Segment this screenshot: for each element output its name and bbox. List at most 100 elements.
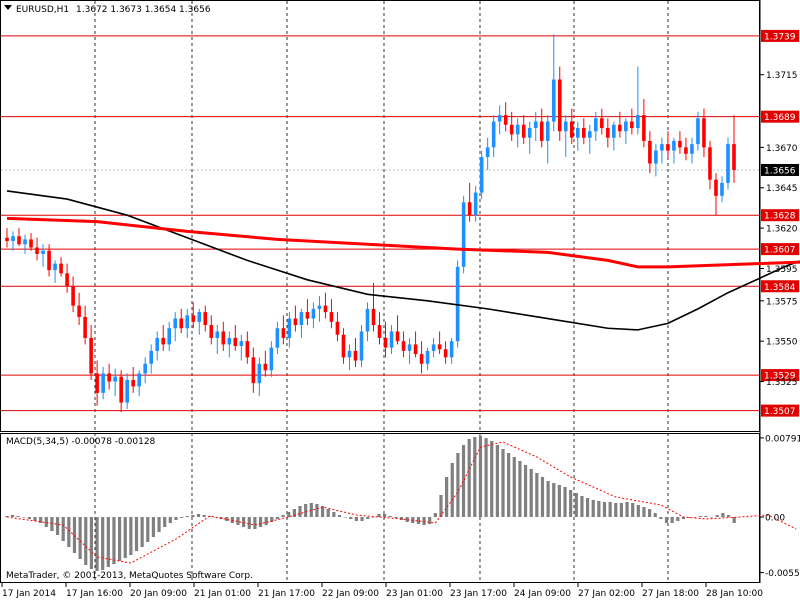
level-label-bg	[761, 110, 799, 123]
candle-body	[413, 344, 418, 355]
candle-body	[269, 347, 274, 371]
macd-bar	[112, 517, 116, 564]
macd-bar	[388, 516, 392, 517]
candle-body	[227, 337, 232, 345]
time-tick-label: 20 Jan 09:00	[130, 589, 187, 599]
candle-body	[630, 121, 634, 128]
vertical-grid	[1, 1, 760, 583]
macd-bar	[281, 515, 285, 517]
macd-bar	[614, 503, 618, 517]
macd-bar	[602, 502, 607, 517]
macd-bar	[349, 517, 353, 519]
macd-bar	[653, 513, 657, 517]
candle-body	[377, 325, 382, 338]
macd-signal-line	[6, 441, 797, 564]
candle-body	[23, 239, 27, 245]
candle-body	[35, 247, 39, 254]
macd-bar	[490, 441, 494, 517]
candle-body	[419, 354, 424, 364]
candle-body	[587, 131, 592, 138]
level-label-bg	[761, 243, 799, 256]
candle-body	[732, 144, 736, 170]
macd-bar	[428, 517, 432, 524]
macd-bar	[619, 503, 624, 517]
candle-body	[323, 305, 328, 313]
macd-bar	[180, 517, 184, 518]
candle-body	[335, 321, 340, 335]
macd-bar	[117, 517, 122, 561]
macd-bar	[44, 517, 48, 527]
candle-body	[485, 147, 490, 158]
candle-body	[173, 318, 178, 329]
macd-bar	[258, 517, 263, 527]
candle-body	[395, 331, 400, 342]
macd-bar	[394, 517, 398, 518]
macd-bar	[608, 502, 612, 517]
price-panel-frame	[0, 0, 760, 432]
candle-body	[29, 239, 33, 248]
candle-body	[515, 124, 520, 135]
macd-bar	[456, 453, 460, 517]
candle-body	[726, 144, 730, 183]
macd-bar	[123, 517, 127, 558]
macd-bar	[732, 517, 736, 523]
candle-body	[53, 263, 57, 271]
macd-tick-label: 0.00	[765, 514, 785, 524]
macd-tick-label: -0.00556	[765, 569, 800, 579]
macd-bar	[563, 487, 567, 517]
price-tick-label: 1.3670	[766, 144, 798, 154]
candle-body	[714, 179, 718, 196]
candle-body	[71, 286, 75, 306]
candle-body	[455, 266, 460, 342]
level-label: 1.3628	[764, 212, 796, 222]
price-tick-label: 1.3550	[766, 338, 798, 348]
candle-body	[305, 312, 310, 319]
macd-bar	[287, 512, 291, 517]
candle-body	[59, 263, 63, 274]
price-tick-label: 1.3620	[766, 225, 798, 235]
macd-tick-label: 0.00791	[765, 434, 800, 444]
candle-body	[557, 79, 562, 132]
macd-bar	[484, 438, 488, 517]
time-tick-label: 22 Jan 09:00	[322, 589, 379, 599]
macd-bar	[264, 517, 268, 525]
candle-body	[684, 147, 688, 154]
price-tick-label: 1.3645	[766, 184, 798, 194]
time-tick-label: 17 Jan 16:00	[66, 589, 123, 599]
macd-bar	[354, 517, 359, 521]
macd-bar	[129, 517, 133, 555]
candle-body	[618, 124, 622, 132]
macd-bar	[625, 502, 629, 517]
candle-body	[317, 305, 322, 309]
candle-body	[606, 127, 610, 138]
macd-bar	[95, 517, 99, 571]
macd-bar	[309, 503, 313, 517]
candle-body	[347, 350, 352, 358]
candle-body	[371, 308, 376, 326]
candle-body	[431, 344, 436, 351]
macd-title: MACD(5,34,5) -0.00078 -0.00128	[6, 437, 156, 447]
macd-bar	[89, 517, 93, 569]
level-label: 1.3739	[764, 32, 796, 42]
macd-bar	[726, 515, 731, 517]
candle-body	[503, 115, 508, 125]
macd-bar	[569, 490, 573, 517]
macd-bar	[670, 517, 674, 523]
level-label-bg	[761, 280, 799, 293]
slow-ma-line	[6, 216, 800, 269]
candle-body	[197, 312, 202, 322]
candle-body	[491, 121, 496, 148]
dropdown-triangle-icon[interactable]	[4, 5, 12, 10]
macd-bar	[320, 506, 325, 517]
candle-body	[149, 350, 154, 364]
macd-bar	[523, 465, 528, 517]
candle-body	[479, 157, 484, 193]
macd-bar	[591, 500, 595, 517]
candle-body	[449, 341, 454, 358]
candle-body	[443, 349, 448, 358]
candle-body	[696, 118, 700, 145]
macd-bar	[213, 517, 218, 518]
macd-bar	[146, 517, 150, 542]
candle-body	[77, 305, 81, 317]
